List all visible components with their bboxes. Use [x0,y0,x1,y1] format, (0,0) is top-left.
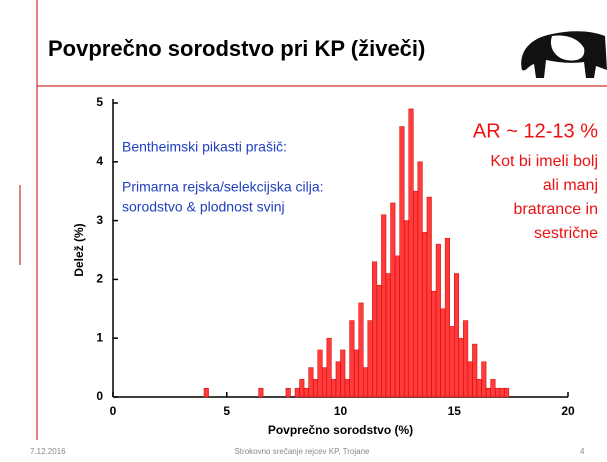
bar [449,326,455,398]
bar [504,387,510,398]
bar [344,379,350,398]
annotation-red: sestrične [534,225,598,242]
bar [349,320,355,398]
bar [431,290,437,398]
y-tick-label: 1 [96,330,103,344]
bar [417,161,423,398]
bar [499,387,505,398]
y-tick-label: 0 [96,389,103,403]
x-tick-label: 15 [448,404,462,418]
bar [381,214,387,398]
bar [294,387,300,398]
annotation-blue: sorodstvo & plodnost svinj [122,199,285,215]
bar [258,387,264,398]
bar [426,196,432,398]
footer-event: Strokovno srečanje rejcev KP, Trojane [234,447,370,456]
bar [454,273,460,398]
x-tick-label: 10 [334,404,348,418]
bar [472,343,478,398]
bar [444,237,450,398]
bar [481,361,487,398]
bar [285,387,291,398]
bar [399,126,405,398]
bar [299,379,305,398]
bar [413,190,419,398]
bar [376,285,382,398]
annotation-red: ali manj [543,177,598,194]
bar [494,387,501,398]
footer-page: 4 [580,447,585,456]
plot: 0 1 2 3 4 5 0 5 10 15 20 Povprečno sorodstvo (%) Del… [72,95,598,437]
bar [363,367,369,398]
bar [367,320,373,398]
annotation-red: AR ~ 12-13 % [473,120,598,142]
bar [440,308,446,398]
y-tick-label: 4 [96,154,103,168]
bar [303,387,309,398]
annotation-blue: Primarna rejska/selekcijska cilja: [122,179,324,195]
x-axis-label: Povprečno sorodstvo (%) [268,423,413,437]
bar [422,232,428,398]
y-tick-label: 2 [96,272,103,286]
bar [385,273,391,398]
bar [358,302,364,398]
y-tick-label: 3 [96,213,103,227]
x-tick-label: 0 [110,404,117,418]
bar [331,379,337,398]
bar [340,349,346,398]
bar [476,379,482,398]
y-axis-label: Delež (%) [72,223,86,276]
bar [335,361,341,398]
bar [485,387,491,398]
annotation-blue: Bentheimski pikasti prašič: [122,139,287,155]
bar [408,108,414,398]
bar [317,349,323,398]
bar [312,379,319,398]
annotation-red: Kot bi imeli bolj [490,153,598,170]
bar [390,202,396,398]
bar [394,255,400,398]
bar [353,349,359,398]
bar [467,361,473,398]
annotation-red: bratrance in [514,201,599,218]
y-tick-label: 5 [96,95,103,109]
footer-date: 7.12.2016 [30,447,66,456]
bar [458,337,464,398]
bar [203,387,209,398]
bar [403,220,410,398]
bar [326,337,332,398]
bar [322,367,328,398]
bar [435,243,441,398]
x-tick-label: 20 [561,404,575,418]
bar [308,367,314,398]
pig-icon [521,31,607,78]
slide-title: Povprečno sorodstvo pri KP (živeči) [48,36,425,61]
x-tick-label: 5 [223,404,230,418]
bar [490,379,496,398]
bar [372,261,378,398]
bar [463,320,469,398]
